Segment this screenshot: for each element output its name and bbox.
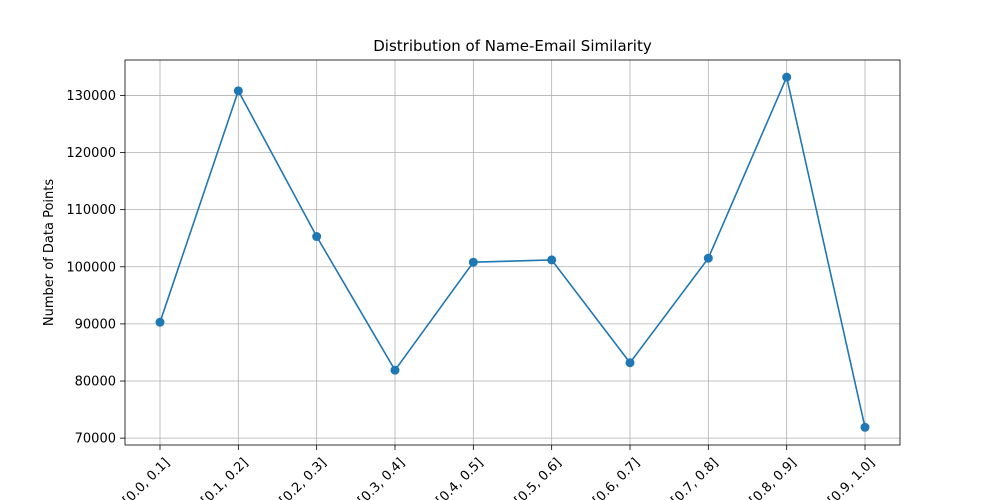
series-line	[159, 74, 866, 428]
x-tick-label: [0.9, 1.0]	[825, 455, 878, 500]
y-tick-label: 100000	[66, 260, 116, 275]
y-tick-label: 130000	[66, 89, 116, 104]
series-layer	[155, 72, 870, 432]
data-point	[468, 257, 478, 267]
x-tick-label: [0.6, 0.7]	[590, 455, 643, 500]
x-tick-label: [0.3, 0.4]	[355, 455, 408, 500]
grid-layer	[125, 60, 900, 445]
data-point	[625, 358, 635, 368]
plot-frame	[124, 59, 901, 446]
x-tick-label: [0.0, 0.1]	[120, 455, 173, 500]
y-axis-label: Number of Data Points	[42, 179, 57, 326]
x-tick-label: [0.2, 0.3]	[277, 455, 330, 500]
data-point	[312, 232, 322, 242]
data-point	[390, 365, 400, 375]
x-tick-label: [0.8, 0.9]	[747, 455, 800, 500]
y-tick-label: 90000	[75, 317, 116, 332]
x-tick-label: [0.4, 0.5]	[434, 455, 487, 500]
y-tick-label: 70000	[75, 432, 116, 447]
chart-title: Distribution of Name-Email Similarity	[373, 37, 652, 55]
data-point	[547, 255, 557, 265]
y-tick-label: 110000	[66, 203, 116, 218]
data-point	[782, 72, 792, 82]
y-tick-label: 80000	[75, 375, 116, 390]
x-tick-label: [0.1, 0.2]	[199, 455, 252, 500]
data-point	[155, 317, 165, 327]
data-point	[233, 86, 243, 96]
data-point	[860, 422, 870, 432]
x-tick-label: [0.7, 0.8]	[669, 455, 722, 500]
x-tick-label: [0.5, 0.6]	[512, 455, 565, 500]
data-point	[703, 253, 713, 263]
y-tick-label: 120000	[66, 146, 116, 161]
